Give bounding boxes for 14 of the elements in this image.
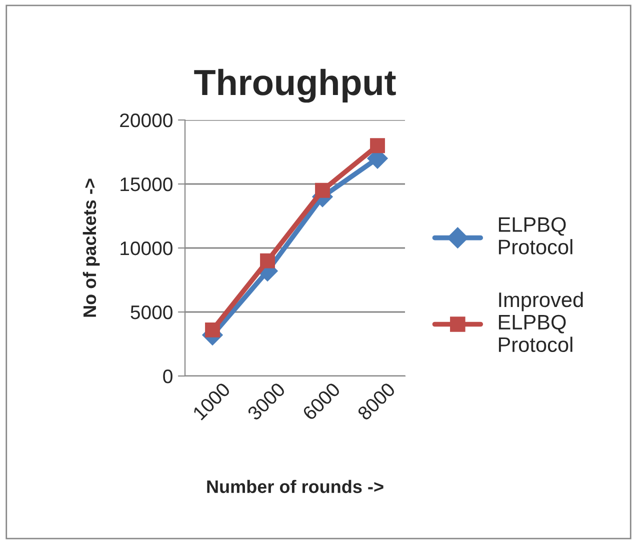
legend-label: Improved ELPBQ Protocol xyxy=(498,292,583,352)
y-tick-label: 20000 xyxy=(120,113,172,128)
y-tick-label: 15000 xyxy=(120,177,172,192)
point xyxy=(260,253,275,268)
chart-title: Throughput xyxy=(194,68,396,103)
y-tick-label: 10000 xyxy=(120,241,172,256)
point xyxy=(205,322,220,338)
point xyxy=(370,138,385,154)
y-tick-label: 5000 xyxy=(130,305,172,320)
legend-label: ELPBQ Protocol xyxy=(498,217,572,254)
point xyxy=(315,182,330,198)
x-axis-title: Number of rounds -> xyxy=(207,480,384,494)
y-axis-title: No of packets -> xyxy=(82,178,100,317)
y-tick-label: 0 xyxy=(163,369,172,384)
